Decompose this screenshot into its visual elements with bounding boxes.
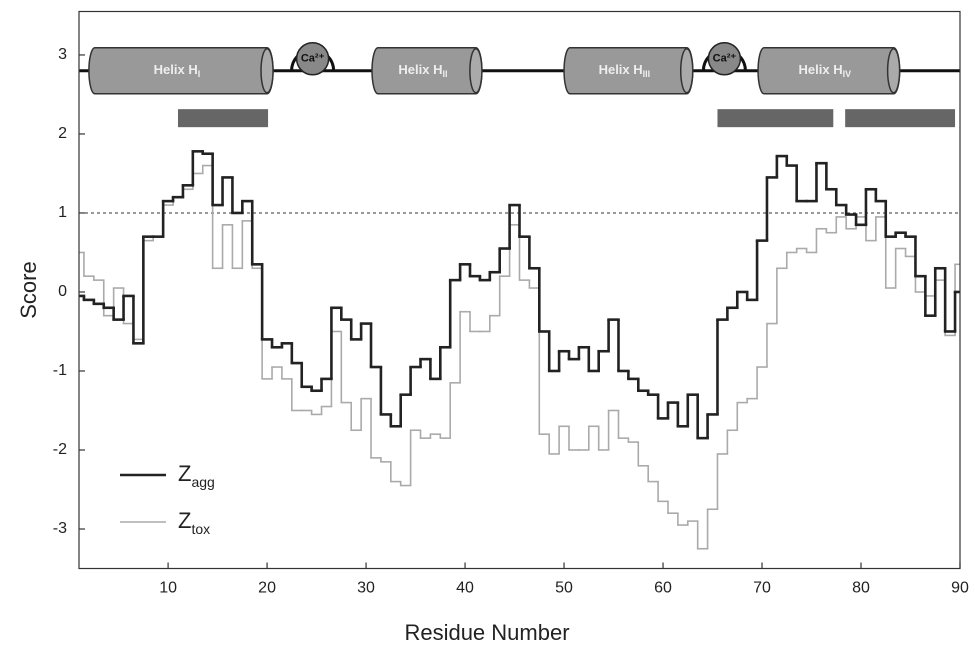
plot-frame: [78, 10, 961, 570]
y-tick-label: 3: [58, 46, 67, 63]
x-tick-label: 50: [555, 580, 573, 597]
legend-label-sub: tox: [191, 521, 210, 537]
x-axis-label: Residue Number: [404, 620, 569, 645]
legend-label: Zagg: [178, 461, 215, 490]
calcium-ion: [707, 42, 742, 76]
y-tick-label: 0: [58, 283, 67, 300]
helix-label-main: Helix H: [799, 62, 843, 77]
helix-end: [469, 48, 483, 94]
helix-label-sub: I: [198, 69, 201, 79]
y-tick-label: 2: [58, 125, 67, 142]
helix-end: [260, 48, 274, 94]
y-tick-label: -1: [53, 362, 67, 379]
y-axis-label: Score: [16, 261, 41, 318]
calcium-ion: [295, 42, 330, 76]
helix-end: [886, 48, 901, 94]
x-tick-label: 90: [951, 580, 969, 597]
helix-label-main: Helix H: [599, 62, 643, 77]
legend-label: Ztox: [178, 508, 210, 537]
y-tick-label: 1: [58, 204, 67, 221]
region-bar: [845, 109, 956, 128]
helix-label-sub: III: [643, 69, 651, 79]
region-bar: [717, 109, 834, 128]
legend-label-main: Z: [178, 508, 191, 533]
helix-label-main: Helix H: [398, 62, 442, 77]
helix-label-main: Helix H: [154, 62, 198, 77]
legend-label-main: Z: [178, 461, 191, 486]
helix-label: Helix HI: [154, 62, 201, 79]
x-tick-label: 30: [357, 580, 375, 597]
region-bar: [177, 109, 269, 128]
legend-label-sub: agg: [191, 474, 214, 490]
helix-label: Helix HIV: [799, 62, 852, 79]
x-tick-label: 70: [753, 580, 771, 597]
helix-label: Helix HIII: [599, 62, 651, 79]
y-tick-label: -3: [53, 520, 67, 537]
calcium-label: Ca²⁺: [713, 53, 737, 65]
x-tick-label: 20: [258, 580, 276, 597]
helix-label: Helix HII: [398, 62, 447, 79]
x-tick-label: 80: [852, 580, 870, 597]
y-tick-label: -2: [53, 441, 67, 458]
plot-area: [79, 150, 960, 550]
helix-label-sub: II: [442, 69, 447, 79]
calcium-label: Ca²⁺: [301, 53, 325, 65]
helix-label-sub: IV: [843, 69, 852, 79]
x-tick-label: 10: [159, 580, 177, 597]
helix-end: [679, 48, 694, 94]
x-tick-label: 60: [654, 580, 672, 597]
x-tick-label: 40: [456, 580, 474, 597]
